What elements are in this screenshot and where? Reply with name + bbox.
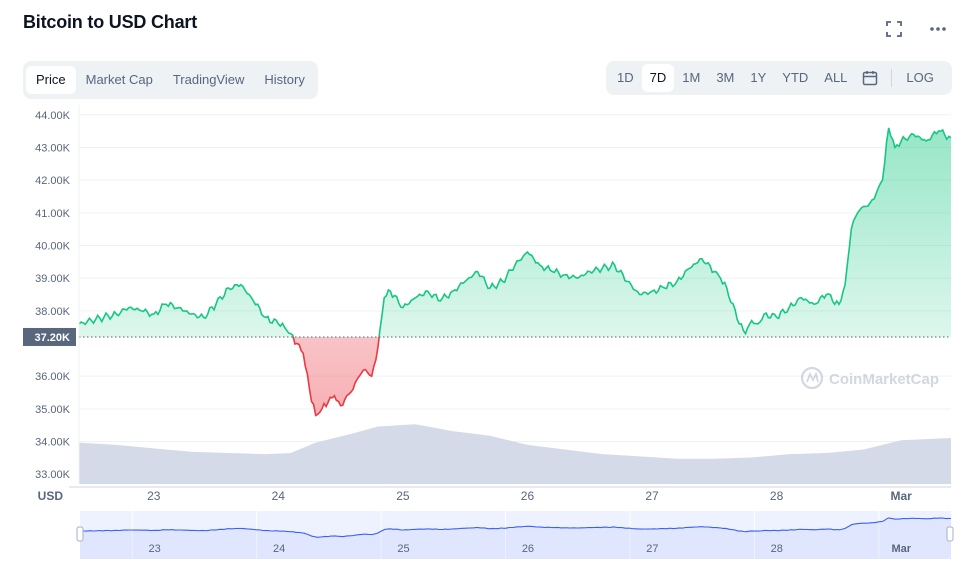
y-tick-label: 43.00K bbox=[35, 142, 71, 154]
navigator: 23 24 25 26 27 28 Mar bbox=[76, 511, 954, 559]
price-area-up bbox=[79, 127, 951, 337]
tab-tradingview[interactable]: TradingView bbox=[172, 72, 245, 87]
more-icon[interactable] bbox=[927, 18, 949, 40]
chart-type-tabs: Price Market Cap TradingView History bbox=[23, 61, 318, 99]
y-tick-label: 36.00K bbox=[35, 371, 71, 383]
navigator-tick-label: Mar bbox=[891, 543, 911, 555]
range-1d[interactable]: 1D bbox=[617, 70, 634, 85]
y-unit-label: USD bbox=[38, 489, 64, 503]
y-tick-label: 44.00K bbox=[35, 110, 71, 122]
y-tick-label: 42.00K bbox=[35, 175, 71, 187]
price-line-up bbox=[79, 127, 951, 337]
page-title: Bitcoin to USD Chart bbox=[23, 12, 197, 32]
navigator-handle-left[interactable] bbox=[76, 526, 84, 542]
y-tick-label: 38.00K bbox=[35, 306, 71, 318]
range-1y[interactable]: 1Y bbox=[750, 70, 767, 85]
navigator-tick-label: 23 bbox=[149, 543, 161, 555]
range-3m[interactable]: 3M bbox=[716, 70, 735, 85]
y-tick-label: 35.00K bbox=[35, 404, 71, 416]
x-tick-label: 28 bbox=[770, 489, 784, 503]
x-tick-label: 24 bbox=[272, 489, 286, 503]
y-tick-label: 34.00K bbox=[35, 437, 71, 449]
log-scale-toggle[interactable]: LOG bbox=[906, 70, 934, 85]
x-tick-label: 25 bbox=[396, 489, 410, 503]
navigator-tick-label: 28 bbox=[771, 543, 783, 555]
calendar-icon[interactable] bbox=[855, 64, 885, 92]
watermark-text: CoinMarketCap bbox=[829, 371, 939, 388]
navigator-background bbox=[80, 511, 951, 559]
range-1m[interactable]: 1M bbox=[682, 70, 701, 85]
x-tick-label: Mar bbox=[890, 489, 912, 503]
tab-price[interactable]: Price bbox=[26, 66, 76, 94]
watermark-logo bbox=[800, 366, 824, 390]
reference-label-badge bbox=[23, 327, 76, 346]
reference-label: 37.20K bbox=[35, 332, 71, 344]
y-tick-label: 33.00K bbox=[35, 469, 71, 481]
tab-history[interactable]: History bbox=[264, 72, 305, 87]
navigator-tick-label: 24 bbox=[273, 543, 285, 555]
range-7d[interactable]: 7D bbox=[641, 64, 675, 92]
watermark-logo-mark bbox=[806, 371, 819, 383]
x-tick-label: 26 bbox=[521, 489, 535, 503]
y-tick-label: 39.00K bbox=[35, 273, 71, 285]
price-line-down bbox=[292, 336, 380, 417]
range-all[interactable]: ALL bbox=[824, 70, 848, 85]
navigator-handle-right[interactable] bbox=[946, 526, 954, 542]
range-ytd[interactable]: YTD bbox=[782, 70, 809, 85]
chart-actions bbox=[883, 18, 949, 40]
navigator-tick-label: 25 bbox=[397, 543, 409, 555]
navigator-line bbox=[79, 517, 952, 538]
time-range-selector: 1D 7D 1M 3M 1Y YTD ALL LOG bbox=[606, 61, 952, 95]
watermark: CoinMarketCap bbox=[800, 366, 939, 390]
x-tick-label: 23 bbox=[147, 489, 161, 503]
range-divider bbox=[891, 69, 893, 87]
navigator-tick-label: 26 bbox=[522, 543, 534, 555]
y-tick-label: 41.00K bbox=[35, 208, 71, 220]
price-area-down bbox=[293, 336, 380, 416]
x-tick-label: 27 bbox=[645, 489, 659, 503]
tab-market-cap[interactable]: Market Cap bbox=[85, 72, 153, 87]
navigator-tick-label: 27 bbox=[646, 543, 658, 555]
y-tick-label: 40.00K bbox=[35, 240, 71, 252]
navigator-area bbox=[80, 517, 951, 559]
volume-area bbox=[79, 424, 951, 484]
fullscreen-icon[interactable] bbox=[883, 18, 905, 40]
